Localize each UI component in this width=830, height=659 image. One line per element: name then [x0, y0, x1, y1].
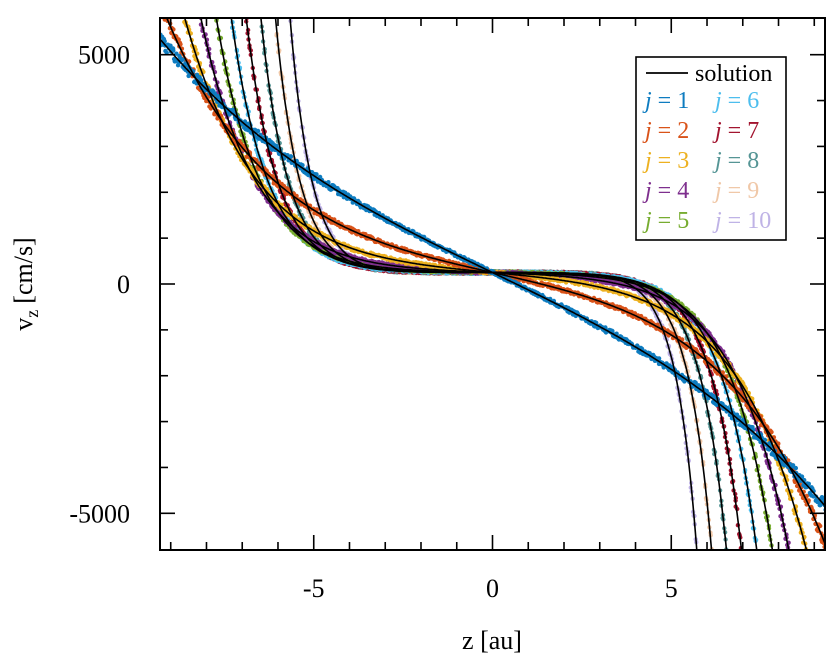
- scatter-point: [212, 6, 216, 10]
- scatter-point: [213, 12, 217, 16]
- scatter-point: [272, 0, 276, 3]
- scatter-point: [742, 563, 746, 567]
- scatter-point: [773, 565, 777, 569]
- scatter-point: [757, 570, 761, 574]
- scatter-point: [725, 559, 729, 563]
- scatter-point: [196, 0, 200, 4]
- scatter-point: [258, 7, 262, 11]
- scatter-point: [244, 11, 248, 15]
- scatter-point: [757, 573, 761, 577]
- scatter-point: [696, 567, 700, 571]
- scatter-point: [213, 12, 217, 16]
- scatter-point: [228, 1, 232, 5]
- scatter-point: [195, 5, 199, 9]
- scatter-point: [258, 12, 262, 16]
- scatter-point: [739, 555, 743, 559]
- scatter-point: [195, 6, 199, 10]
- scatter-point: [711, 570, 715, 574]
- scatter-point: [710, 554, 714, 558]
- scatter-point: [771, 556, 775, 560]
- scatter-point: [711, 557, 715, 561]
- scatter-point: [288, 8, 292, 12]
- scatter-point: [287, 7, 291, 11]
- scatter-point: [287, 0, 291, 1]
- scatter-point: [740, 550, 744, 554]
- scatter-point: [211, 1, 215, 5]
- scatter-point: [773, 572, 777, 576]
- scatter-point: [725, 562, 729, 566]
- scatter-point: [741, 558, 745, 562]
- scatter-point: [770, 551, 774, 555]
- scatter-point: [258, 7, 262, 11]
- scatter-point: [772, 554, 776, 558]
- scatter-point: [197, 8, 201, 12]
- scatter-point: [273, 9, 277, 13]
- scatter-point: [199, 12, 203, 16]
- scatter-point: [756, 562, 760, 566]
- scatter-point: [228, 12, 232, 16]
- scatter-point: [771, 559, 775, 563]
- scatter-point: [227, 4, 231, 8]
